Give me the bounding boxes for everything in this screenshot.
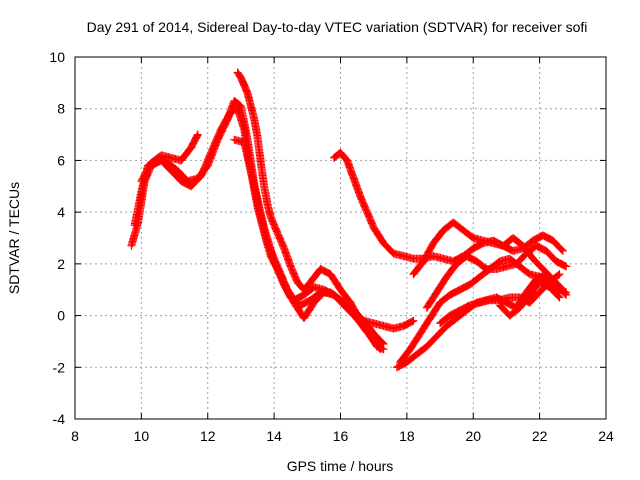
x-tick-label: 22: [532, 428, 548, 444]
series-markers: [230, 135, 418, 333]
x-tick-label: 14: [266, 428, 282, 444]
chart-title: Day 291 of 2014, Sidereal Day-to-day VTE…: [87, 19, 588, 35]
y-tick-label: -2: [53, 359, 66, 375]
series-track-10: [422, 241, 571, 312]
x-tick-label: 18: [399, 428, 415, 444]
series-track-5: [230, 135, 418, 333]
grid-lines: [75, 57, 606, 419]
series-track-12: [495, 277, 564, 320]
x-tick-label: 24: [598, 428, 614, 444]
y-tick-label: 4: [57, 204, 65, 220]
data-series: [127, 68, 571, 372]
x-tick-label: 8: [71, 428, 79, 444]
y-axis-label: SDTVAR / TECUs: [6, 182, 22, 294]
y-tick-label: 8: [57, 101, 65, 117]
series-markers: [396, 254, 571, 367]
y-tick-label: 6: [57, 152, 65, 168]
series-markers: [495, 277, 564, 320]
y-tick-label: -4: [53, 411, 66, 427]
x-axis-label: GPS time / hours: [287, 458, 394, 474]
series-markers: [422, 241, 571, 312]
series-markers: [137, 130, 202, 186]
y-tick-label: 10: [49, 49, 65, 65]
x-tick-label: 12: [200, 428, 216, 444]
series-track-3: [137, 130, 202, 186]
series-track-9: [396, 254, 571, 367]
y-tick-label: 0: [57, 308, 65, 324]
x-tick-label: 10: [134, 428, 150, 444]
y-tick-label: 2: [57, 256, 65, 272]
x-tick-label: 20: [465, 428, 481, 444]
x-tick-label: 16: [333, 428, 349, 444]
